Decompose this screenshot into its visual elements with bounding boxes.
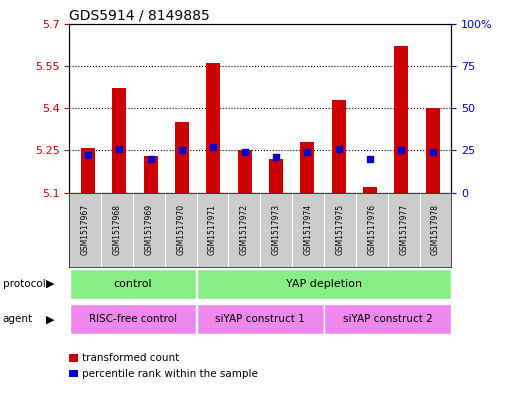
- Point: [84, 152, 92, 158]
- Text: GDS5914 / 8149885: GDS5914 / 8149885: [69, 8, 210, 22]
- Text: ▶: ▶: [46, 279, 55, 289]
- Bar: [70, 269, 196, 299]
- Bar: [112, 88, 126, 193]
- Bar: [300, 142, 314, 193]
- Point: [147, 156, 155, 162]
- Text: GSM1517967: GSM1517967: [81, 204, 90, 255]
- Bar: [269, 159, 283, 193]
- Point: [366, 156, 374, 162]
- Text: YAP depletion: YAP depletion: [286, 279, 362, 289]
- Text: GSM1517978: GSM1517978: [431, 204, 440, 255]
- Bar: [331, 99, 346, 193]
- Bar: [197, 304, 324, 334]
- Point: [178, 147, 186, 153]
- Text: GSM1517976: GSM1517976: [367, 204, 377, 255]
- Bar: [197, 269, 451, 299]
- Bar: [238, 150, 252, 193]
- Text: GSM1517977: GSM1517977: [399, 204, 408, 255]
- Text: GSM1517975: GSM1517975: [336, 204, 344, 255]
- Text: percentile rank within the sample: percentile rank within the sample: [82, 369, 258, 379]
- Text: siYAP construct 1: siYAP construct 1: [215, 314, 305, 324]
- Text: GSM1517972: GSM1517972: [240, 204, 249, 255]
- Text: GSM1517970: GSM1517970: [176, 204, 185, 255]
- Bar: [363, 187, 377, 193]
- Text: siYAP construct 2: siYAP construct 2: [343, 314, 432, 324]
- Text: GSM1517971: GSM1517971: [208, 204, 217, 255]
- Point: [397, 147, 405, 153]
- Text: control: control: [114, 279, 152, 289]
- Bar: [144, 156, 158, 193]
- Point: [241, 149, 249, 155]
- Bar: [206, 63, 221, 193]
- Bar: [324, 304, 451, 334]
- Text: GSM1517969: GSM1517969: [144, 204, 153, 255]
- Bar: [81, 147, 95, 193]
- Text: transformed count: transformed count: [82, 353, 180, 363]
- Text: GSM1517973: GSM1517973: [272, 204, 281, 255]
- Bar: [70, 304, 196, 334]
- Point: [303, 149, 311, 155]
- Bar: [394, 46, 408, 193]
- Point: [115, 145, 124, 152]
- Bar: [175, 122, 189, 193]
- Text: GSM1517974: GSM1517974: [304, 204, 312, 255]
- Text: agent: agent: [3, 314, 33, 324]
- Text: RISC-free control: RISC-free control: [89, 314, 177, 324]
- Text: GSM1517968: GSM1517968: [112, 204, 122, 255]
- Point: [272, 154, 280, 160]
- Point: [428, 149, 437, 155]
- Point: [334, 145, 343, 152]
- Bar: [426, 108, 440, 193]
- Text: ▶: ▶: [46, 314, 55, 324]
- Text: protocol: protocol: [3, 279, 45, 289]
- Point: [209, 144, 218, 150]
